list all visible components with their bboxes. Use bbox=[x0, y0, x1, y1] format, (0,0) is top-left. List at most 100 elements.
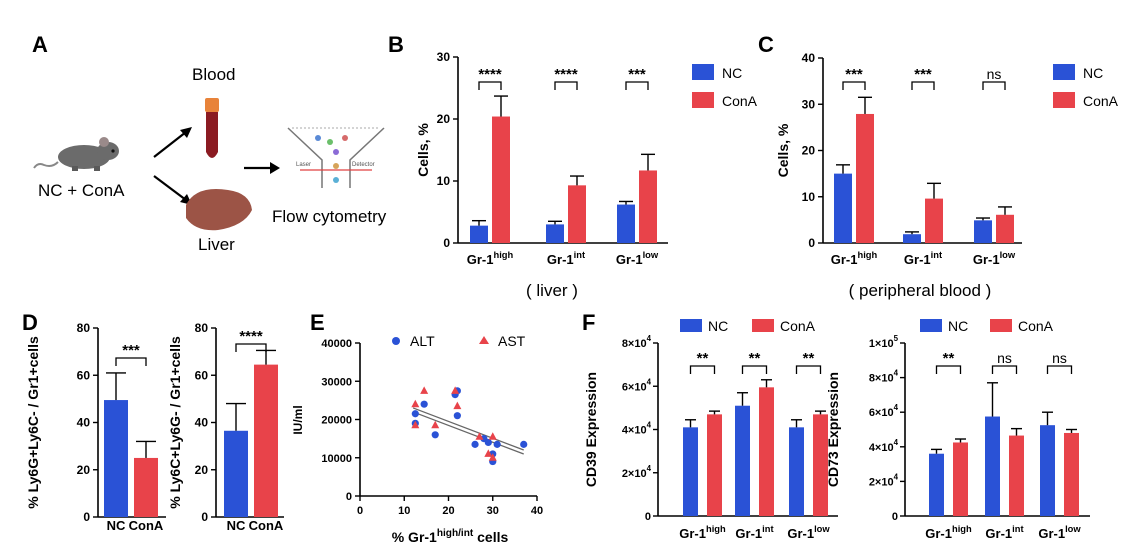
arrow-icon bbox=[153, 127, 192, 158]
data-point-alt bbox=[484, 438, 492, 447]
significance-bracket bbox=[1046, 365, 1073, 374]
y-tick-label: 30000 bbox=[321, 376, 352, 388]
x-tick-label: 40 bbox=[531, 505, 543, 517]
x-category-label: Gr-1int bbox=[985, 524, 1023, 541]
legend-label: ALT bbox=[410, 333, 435, 349]
x-category-label: NC bbox=[227, 518, 246, 533]
legend-swatch bbox=[1053, 92, 1075, 108]
chart-c: 0 10 20 30 40 Cells, % Gr-1high Gr-1int Gr-1low *… bbox=[775, 51, 1119, 267]
significance-label: ns bbox=[997, 350, 1012, 366]
y-tick-label: 8×104 bbox=[622, 334, 652, 350]
blood-tube-icon bbox=[205, 98, 219, 158]
y-tick-label: 20 bbox=[77, 463, 91, 477]
y-tick-label: 2×104 bbox=[622, 464, 652, 480]
bar bbox=[834, 173, 852, 243]
y-tick-label: 20 bbox=[437, 112, 451, 126]
x-category-label: Gr-1high bbox=[679, 524, 726, 541]
x-axis-label: % Gr-1high/int cells bbox=[392, 528, 509, 545]
panel-letter-a: A bbox=[32, 32, 48, 57]
bar bbox=[639, 170, 657, 243]
legend-swatch bbox=[692, 64, 714, 80]
significance-bracket bbox=[478, 81, 502, 90]
x-category-label: ConA bbox=[249, 518, 284, 533]
legend-swatch bbox=[1053, 64, 1075, 80]
chart-f1: 0 2×104 4×104 6×104 8×104 CD39 Expression Gr-1… bbox=[583, 318, 838, 541]
legend-label: ConA bbox=[1083, 93, 1119, 109]
significance-label: ns bbox=[1052, 350, 1067, 366]
significance-label: ns bbox=[987, 66, 1002, 82]
significance-bracket bbox=[911, 81, 935, 90]
legend-swatch bbox=[680, 319, 702, 332]
significance-label: *** bbox=[845, 66, 863, 83]
bar bbox=[254, 364, 278, 517]
significance-label: *** bbox=[914, 66, 932, 83]
y-tick-label: 10 bbox=[437, 174, 451, 188]
y-tick-label: 0 bbox=[83, 510, 90, 524]
y-tick-label: 30 bbox=[802, 97, 816, 111]
bar bbox=[735, 405, 750, 516]
bar bbox=[903, 234, 921, 243]
y-tick-label: 0 bbox=[443, 236, 450, 250]
bar bbox=[617, 204, 635, 243]
bar bbox=[985, 416, 1000, 516]
bar bbox=[813, 414, 828, 516]
bar bbox=[929, 453, 944, 516]
legend-label: NC bbox=[948, 318, 968, 334]
significance-bracket bbox=[935, 365, 962, 374]
x-tick-label: 30 bbox=[487, 505, 499, 517]
data-point-alt bbox=[420, 400, 428, 408]
panel-letter-c: C bbox=[758, 32, 774, 57]
y-tick-label: 20000 bbox=[321, 415, 352, 427]
significance-bracket bbox=[795, 365, 822, 374]
bar bbox=[996, 214, 1014, 243]
data-point-ast bbox=[475, 432, 484, 440]
significance-label: ** bbox=[697, 350, 709, 367]
significance-bracket bbox=[115, 357, 147, 366]
chart-d1: 0 20 40 60 80 % Ly6G+Ly6C- / Gr1+cells NC ConA *… bbox=[25, 321, 166, 533]
y-tick-label: 40 bbox=[802, 51, 816, 65]
significance-bracket bbox=[235, 343, 267, 352]
y-tick-label: 0 bbox=[645, 511, 651, 523]
bar bbox=[1009, 435, 1024, 516]
significance-label: ** bbox=[803, 350, 815, 367]
x-tick-label: 10 bbox=[398, 505, 410, 517]
bar bbox=[683, 427, 698, 516]
significance-label: ** bbox=[749, 350, 761, 367]
significance-bracket bbox=[741, 365, 768, 374]
data-point-ast bbox=[488, 432, 497, 440]
schematic-diagram: NC + ConA Blood Liver bbox=[33, 65, 387, 254]
y-tick-label: 6×104 bbox=[869, 403, 899, 419]
x-category-label: Gr-1low bbox=[973, 250, 1016, 267]
significance-label: **** bbox=[554, 66, 578, 83]
legend-label: ConA bbox=[780, 318, 816, 334]
y-axis-label: CD73 Expression bbox=[825, 372, 841, 487]
x-category-label: Gr-1high bbox=[925, 524, 972, 541]
y-axis-label: IU/ml bbox=[291, 405, 305, 434]
fit-line bbox=[412, 411, 524, 455]
y-tick-label: 8×104 bbox=[869, 369, 899, 385]
y-tick-label: 40000 bbox=[321, 338, 352, 350]
y-tick-label: 60 bbox=[77, 368, 91, 382]
legend-label: NC bbox=[1083, 65, 1103, 81]
y-axis-label: % Ly6G+Ly6C- / Gr1+cells bbox=[25, 336, 41, 509]
x-category-label: Gr-1int bbox=[904, 250, 942, 267]
x-category-label: Gr-1low bbox=[1038, 524, 1081, 541]
y-tick-label: 30 bbox=[437, 50, 451, 64]
chart-b: 0 10 20 30 Cells, % Gr-1high Gr-1int Gr-1low ***… bbox=[415, 50, 758, 267]
caption-peripheral-blood: ( peripheral blood ) bbox=[849, 281, 992, 300]
bar bbox=[224, 430, 248, 517]
data-point-alt bbox=[520, 440, 528, 448]
y-tick-label: 4×104 bbox=[622, 421, 652, 437]
y-axis-label: % Ly6C+Ly6G- / Gr1+cells bbox=[167, 336, 183, 509]
blood-label: Blood bbox=[192, 65, 235, 84]
legend-marker-ast bbox=[479, 336, 489, 344]
group-label: NC + ConA bbox=[38, 181, 125, 200]
bar bbox=[707, 414, 722, 516]
x-category-label: Gr-1int bbox=[547, 250, 585, 267]
legend-swatch bbox=[692, 92, 714, 108]
data-point-alt bbox=[493, 440, 501, 448]
fit-line bbox=[412, 407, 524, 451]
data-point-ast bbox=[411, 420, 420, 429]
liver-icon bbox=[186, 189, 252, 231]
y-tick-label: 0 bbox=[346, 491, 352, 503]
